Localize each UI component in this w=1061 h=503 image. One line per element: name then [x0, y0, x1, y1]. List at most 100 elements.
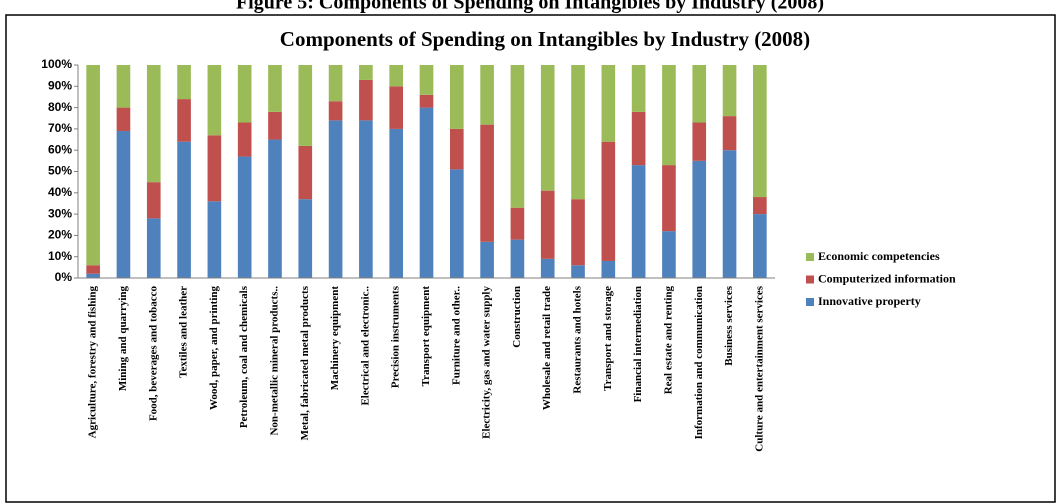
bar-segment: [86, 265, 100, 274]
y-tick-label: 50%: [48, 164, 72, 178]
y-tick-label: 100%: [41, 57, 72, 71]
bar-segment: [692, 65, 707, 123]
bar-segment: [601, 65, 616, 142]
x-tick-label: Transport equipment: [420, 286, 432, 387]
bar-segment: [722, 150, 737, 278]
x-tick-label: Restaurants and hotels: [572, 285, 584, 393]
x-tick-label: Transport and storage: [602, 286, 614, 391]
x-tick-label: Precision instruments: [390, 285, 402, 388]
bar-segment: [753, 214, 767, 278]
y-tick-label: 70%: [48, 121, 72, 135]
legend-label: Economic competencies: [818, 249, 940, 263]
y-tick-label: 40%: [48, 185, 72, 199]
x-tick-label: Electricity, gas and water supply: [481, 286, 493, 439]
bar-segment: [662, 231, 676, 278]
bar-segment: [146, 182, 161, 219]
bar-segment: [237, 122, 252, 157]
x-tick-label: Real estate and renting: [662, 286, 674, 395]
bar-segment: [389, 128, 404, 278]
y-tick-label: 0%: [55, 270, 73, 284]
bar-segment: [177, 141, 191, 278]
bar-segment: [480, 241, 494, 278]
chart-title: Components of Spending on Intangibles by…: [280, 27, 810, 51]
bar-segment: [449, 169, 464, 278]
bar-segment: [571, 265, 585, 278]
bar-segment: [328, 101, 343, 121]
bar-segment: [298, 145, 313, 200]
x-tick-label: Non-metallic mineral products..: [269, 286, 281, 436]
bar-segment: [268, 65, 282, 112]
x-tick-label: Wood, paper, and printing: [208, 286, 220, 410]
bar-segment: [268, 111, 282, 140]
legend-label: Computerized information: [818, 271, 956, 285]
bar-segment: [359, 120, 373, 278]
x-tick-label: Business services: [723, 285, 735, 365]
bar-segment: [571, 65, 585, 200]
bar-segment: [540, 190, 555, 259]
x-tick-label: Information and communication: [693, 286, 705, 439]
y-tick-label: 60%: [48, 142, 72, 156]
x-tick-label: Food, beverages and tobacco: [147, 286, 159, 422]
bar-segment: [540, 65, 555, 191]
x-tick-label: Culture and entertainment services: [753, 285, 765, 451]
bar-segment: [359, 65, 373, 80]
bar-segment: [601, 141, 616, 261]
bar-segment: [268, 139, 282, 278]
bar-segment: [449, 128, 464, 170]
legend-label: Innovative property: [818, 294, 921, 308]
x-tick-label: Metal, fabricated metal products: [299, 285, 311, 440]
x-tick-label: Agriculture, forestry and fishing: [87, 286, 99, 439]
bar-segment: [571, 199, 585, 266]
bar-segment: [237, 65, 252, 123]
bar-segment: [86, 65, 100, 266]
bar-segment: [116, 131, 131, 278]
bar-segment: [662, 165, 676, 232]
x-tick-label: Petroleum, coal and chemicals: [238, 285, 250, 428]
bar-segment: [177, 65, 191, 100]
bar-segment: [177, 99, 191, 142]
bar-segment: [359, 79, 373, 121]
bar-segment: [207, 201, 222, 278]
bar-segment: [722, 65, 737, 117]
bar-segment: [116, 107, 131, 132]
bar-segment: [753, 197, 767, 215]
x-tick-label: Mining and quarrying: [117, 286, 129, 392]
bar-segment: [753, 65, 767, 198]
bar-segment: [510, 207, 525, 240]
bar-segment: [207, 135, 222, 202]
bar-segment: [328, 65, 343, 102]
bar-segment: [631, 65, 646, 112]
bar-segment: [510, 65, 525, 208]
bar-segment: [419, 107, 434, 278]
legend-swatch: [806, 298, 814, 306]
bar-segment: [449, 65, 464, 129]
bar-segment: [480, 124, 494, 242]
bar-segment: [328, 120, 343, 278]
bar-segment: [419, 65, 434, 95]
y-tick-label: 20%: [48, 228, 72, 242]
bar-segment: [510, 239, 525, 278]
bar-segment: [601, 260, 616, 278]
y-tick-label: 80%: [48, 100, 72, 114]
x-tick-label: Textiles and leather: [178, 286, 190, 378]
bar-segment: [146, 65, 161, 183]
x-tick-label: Machinery equipment: [329, 286, 341, 391]
y-tick-label: 10%: [48, 249, 72, 263]
x-tick-label: Furniture and other..: [450, 286, 462, 385]
bar-segment: [631, 165, 646, 278]
x-tick-label: Financial intermediation: [632, 286, 644, 402]
bar-segment: [146, 218, 161, 278]
bar-segment: [631, 111, 646, 166]
bar-segment: [237, 156, 252, 278]
bar-segment: [540, 258, 555, 278]
bar-segment: [480, 65, 494, 125]
bar-segment: [116, 65, 131, 108]
bar-segment: [298, 199, 313, 278]
bar-segment: [86, 273, 100, 278]
x-tick-label: Electrical and electronic..: [359, 286, 371, 406]
figure-header: Figure 5: Components of Spending on Inta…: [236, 0, 824, 14]
y-tick-label: 30%: [48, 206, 72, 220]
x-tick-label: Construction: [511, 286, 523, 348]
